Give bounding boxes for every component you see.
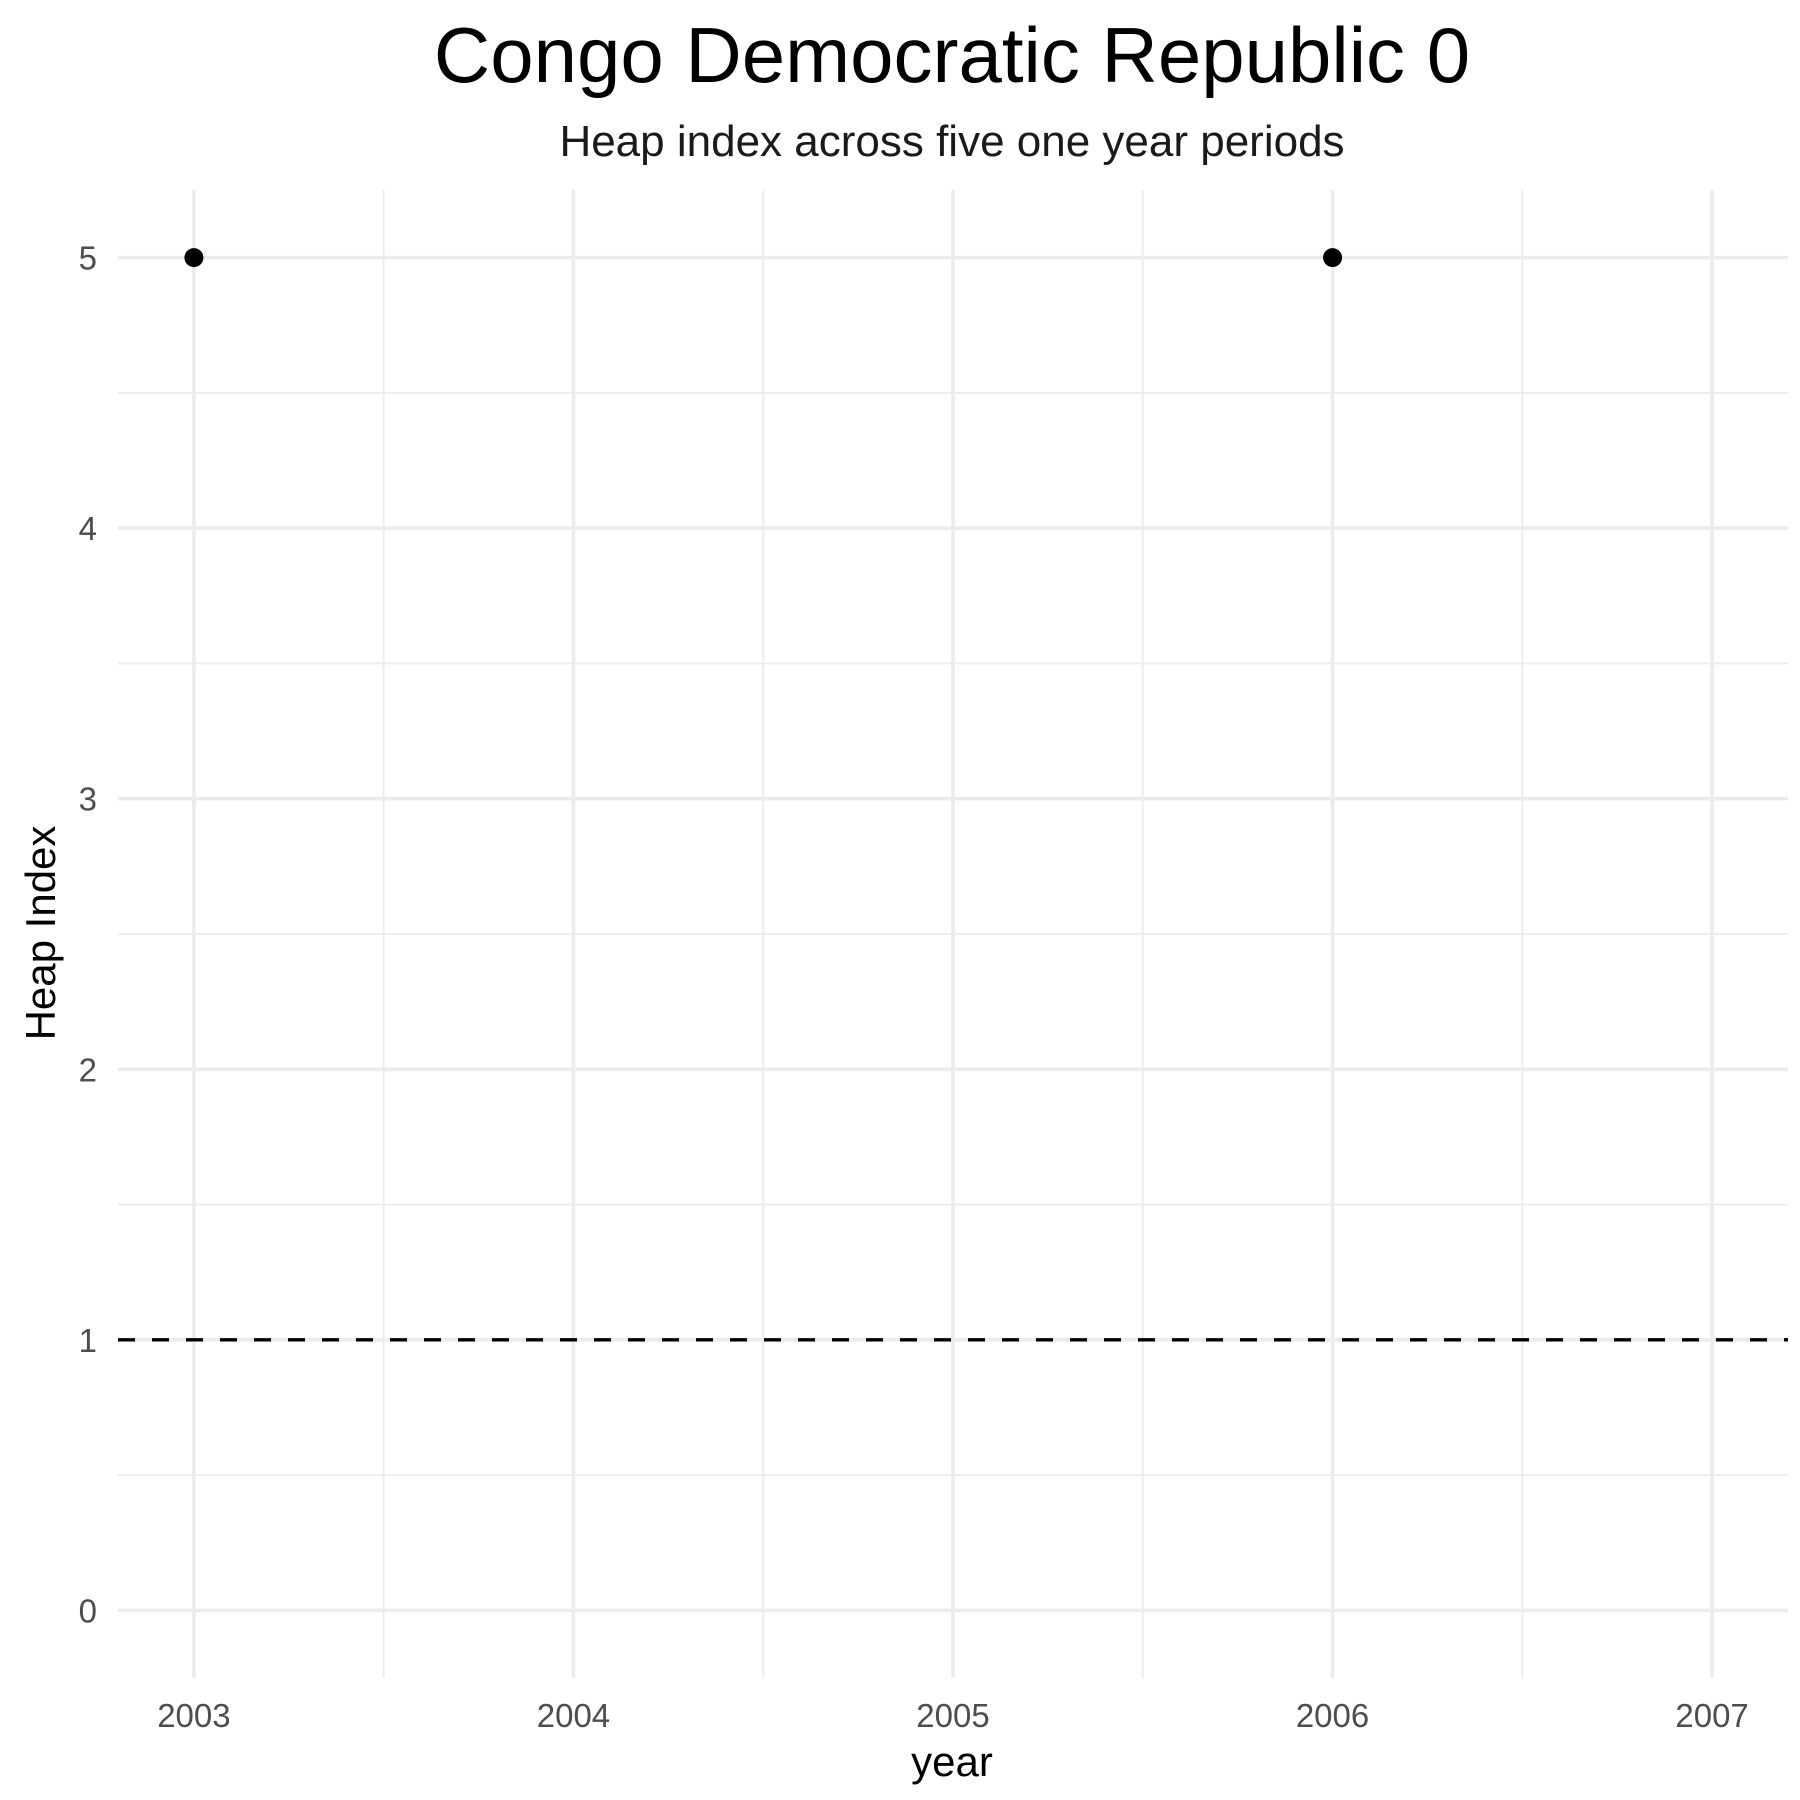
data-point	[184, 248, 204, 268]
chart-title: Congo Democratic Republic 0	[434, 11, 1470, 99]
x-tick-label: 2006	[1296, 1697, 1369, 1734]
x-tick-label: 2005	[916, 1697, 989, 1734]
x-tick-label: 2004	[537, 1697, 610, 1734]
tick-labels-layer: 2003 2004 2005 2006 2007 0 1 2 3 4 5	[79, 240, 1749, 1734]
y-tick-label: 3	[79, 781, 97, 818]
grid-layer	[118, 190, 1788, 1678]
x-tick-label: 2003	[157, 1697, 230, 1734]
y-tick-label: 0	[79, 1592, 97, 1629]
y-tick-label: 1	[79, 1322, 97, 1359]
chart-subtitle: Heap index across five one year periods	[559, 117, 1344, 166]
y-tick-label: 2	[79, 1051, 97, 1088]
data-point	[1323, 248, 1343, 268]
x-axis-title: year	[911, 1738, 993, 1785]
x-tick-label: 2007	[1675, 1697, 1748, 1734]
data-points-layer	[184, 248, 1343, 268]
y-tick-label: 5	[79, 240, 97, 277]
y-tick-label: 4	[79, 510, 97, 547]
y-axis-title: Heap Index	[17, 826, 64, 1041]
